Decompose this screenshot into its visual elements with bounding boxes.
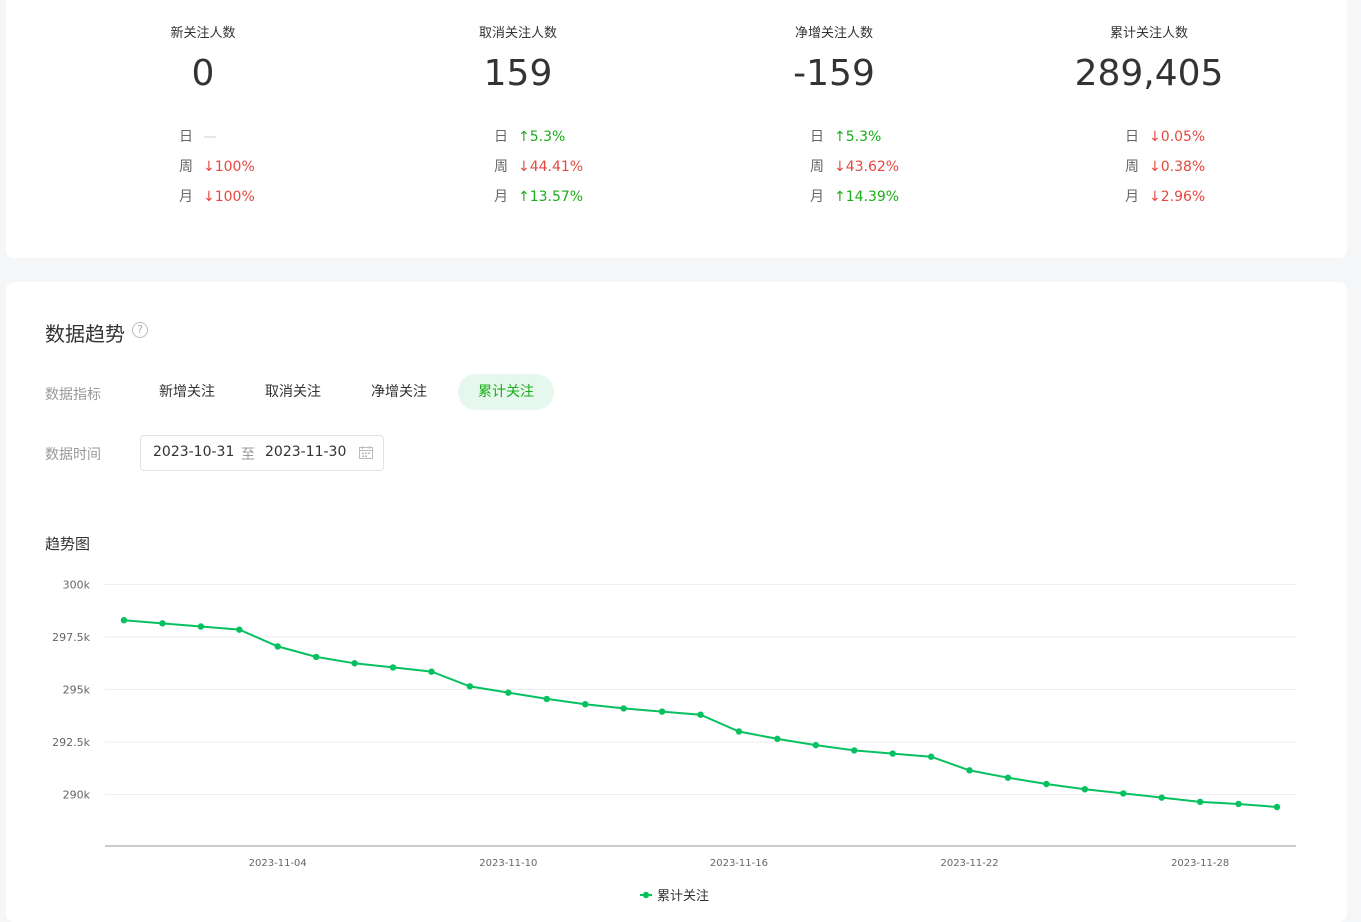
stat-title: 取消关注人数: [478, 26, 557, 41]
question-circle-icon[interactable]: ?: [132, 322, 148, 338]
date-separator: 至: [241, 447, 255, 463]
stat-value: 289,405: [1074, 53, 1224, 94]
data-point: [1273, 803, 1281, 811]
y-tick-label: 300k: [63, 579, 91, 592]
data-point: [428, 668, 435, 675]
trend-card: 数据趋势 ? 数据指标 新增关注 取消关注 净增关注 累计关注 数据时间 202…: [6, 282, 1347, 922]
data-point: [389, 664, 397, 671]
x-tick-label: 2023-11-16: [710, 858, 768, 869]
data-point: [236, 626, 243, 633]
date-end-input[interactable]: 2023-11-30: [265, 444, 347, 460]
data-point: [312, 653, 320, 661]
period-label: 月: [810, 189, 824, 205]
data-point: [159, 620, 166, 627]
data-point: [927, 753, 935, 760]
stat-title: 累计关注人数: [1109, 26, 1188, 41]
x-tick-label: 2023-11-04: [249, 858, 307, 869]
data-point: [1196, 798, 1204, 806]
chart-title: 趋势图: [45, 535, 91, 553]
trend-section-title: 数据趋势: [45, 322, 125, 346]
data-point: [351, 660, 358, 667]
period-change: ↓100%: [203, 189, 255, 205]
x-tick-label: 2023-11-10: [479, 858, 537, 869]
data-point: [735, 728, 743, 735]
data-point: [889, 750, 896, 757]
data-point: [1235, 800, 1242, 808]
data-point: [1004, 774, 1012, 781]
period-label: 日: [494, 129, 508, 145]
data-point: [274, 643, 281, 650]
metric-tab-cancel[interactable]: 取消关注: [265, 384, 321, 400]
period-label: 月: [1125, 189, 1139, 205]
metric-tab-total[interactable]: 累计关注: [458, 374, 554, 410]
stat-title: 新关注人数: [170, 26, 236, 41]
period-label: 日: [1125, 129, 1139, 145]
period-label: 周: [179, 159, 193, 175]
x-tick-label: 2023-11-22: [940, 858, 998, 869]
data-point: [120, 617, 128, 624]
period-change: ↓2.96%: [1149, 189, 1206, 205]
stat-value: -159: [793, 53, 875, 94]
period-label: 周: [810, 159, 824, 175]
data-point: [505, 689, 512, 696]
period-change: ↓100%: [203, 159, 255, 175]
period-label: 周: [1125, 159, 1139, 175]
period-change: ↓44.41%: [518, 159, 584, 175]
period-change: —: [203, 129, 217, 145]
y-tick-label: 290k: [63, 789, 91, 802]
metric-tab-new[interactable]: 新增关注: [159, 384, 215, 400]
date-range-picker[interactable]: 2023-10-31 至 2023-11-30: [140, 435, 384, 471]
stats-card: 新关注人数 0 日 — 周 ↓100% 月 ↓100% 取消关注人数 159 日 ↑5.3% 周 ↓44.…: [6, 0, 1347, 258]
data-point: [1043, 780, 1050, 788]
y-tick-label: 292.5k: [52, 736, 90, 749]
period-change: ↑13.57%: [518, 189, 584, 205]
period-change: ↓0.38%: [1149, 159, 1206, 175]
legend-label: 累计关注: [657, 889, 709, 904]
data-point: [812, 741, 819, 749]
metric-label: 数据指标: [45, 387, 101, 403]
stat-title: 净增关注人数: [794, 26, 873, 41]
date-start-input[interactable]: 2023-10-31: [153, 444, 235, 460]
period-label: 日: [810, 129, 824, 145]
data-point: [543, 695, 550, 703]
period-change: ↓43.62%: [834, 159, 900, 175]
period-change: ↑5.3%: [518, 129, 566, 145]
calendar-icon: [359, 446, 373, 459]
period-label: 日: [179, 129, 193, 145]
data-point: [966, 767, 973, 774]
stat-value: 159: [483, 53, 553, 94]
period-label: 周: [494, 159, 508, 175]
period-change: ↑14.39%: [834, 189, 900, 205]
time-label: 数据时间: [45, 447, 101, 463]
data-point: [620, 705, 627, 712]
legend-marker-icon: [642, 891, 650, 899]
data-point: [1081, 786, 1089, 793]
period-change: ↑5.3%: [834, 129, 882, 145]
period-label: 月: [179, 189, 193, 205]
x-tick-label: 2023-11-28: [1171, 858, 1229, 869]
data-point: [582, 701, 589, 708]
data-point: [1158, 794, 1165, 801]
data-point: [851, 747, 858, 754]
period-label: 月: [494, 189, 508, 205]
data-point: [697, 711, 704, 718]
data-point: [774, 735, 781, 743]
metric-tab-net[interactable]: 净增关注: [371, 384, 427, 400]
y-tick-label: 297.5k: [52, 631, 90, 644]
stat-value: 0: [191, 53, 215, 94]
data-point: [658, 708, 666, 715]
y-tick-label: 295k: [63, 684, 91, 697]
data-point: [1120, 790, 1127, 797]
data-point: [466, 683, 474, 690]
data-point: [197, 623, 205, 630]
period-change: ↓0.05%: [1149, 129, 1206, 145]
trend-chart: 290k 292.5k 295k 297.5k 300k 2023-11-04 2023-1…: [52, 579, 1296, 904]
